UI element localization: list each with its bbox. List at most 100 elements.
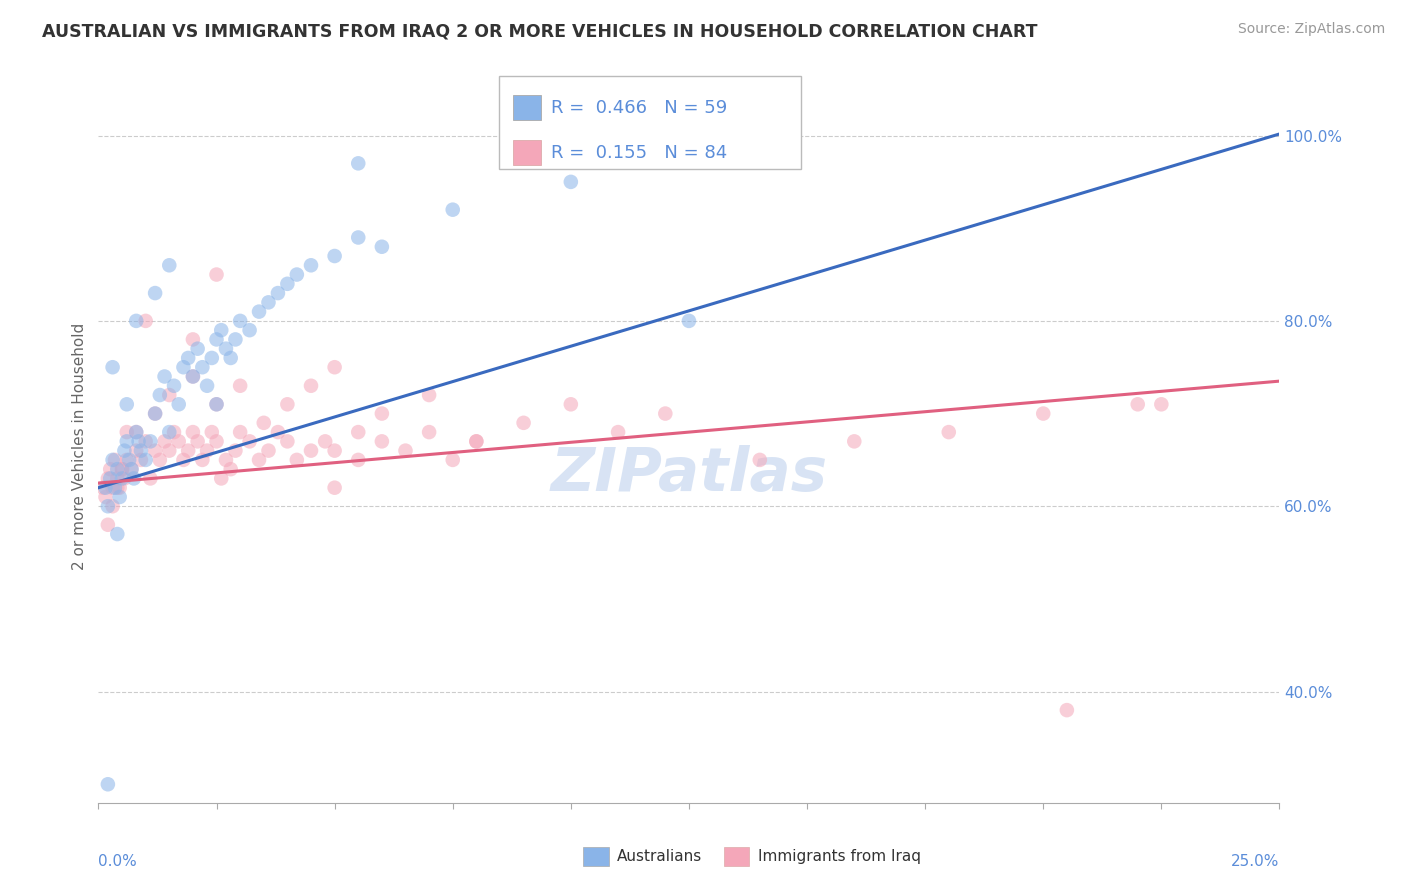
Point <box>94 490 117 504</box>
Point <box>163 378 186 392</box>
Point <box>125 425 148 439</box>
Point <box>512 416 534 430</box>
Point <box>143 407 166 421</box>
Text: R =  0.155   N = 84: R = 0.155 N = 84 <box>551 144 727 161</box>
Point <box>371 407 394 421</box>
Point <box>112 443 135 458</box>
Point <box>219 351 242 365</box>
Point <box>167 397 190 411</box>
Point <box>201 425 224 439</box>
Point <box>191 453 214 467</box>
Point <box>239 323 262 337</box>
Point <box>149 453 172 467</box>
Point <box>323 360 346 375</box>
Text: Australians: Australians <box>617 849 703 863</box>
Point <box>465 434 488 449</box>
Point <box>111 462 134 476</box>
Point <box>441 202 464 217</box>
Point <box>347 453 370 467</box>
Point <box>115 397 138 411</box>
Point <box>285 268 308 282</box>
Point <box>97 517 120 532</box>
Point <box>201 351 224 365</box>
Point <box>122 471 145 485</box>
Point <box>276 277 298 291</box>
Point <box>247 453 270 467</box>
Point <box>418 388 440 402</box>
Point <box>215 342 238 356</box>
Point <box>111 462 134 476</box>
Point <box>157 443 180 458</box>
Point <box>105 471 128 485</box>
Point <box>153 434 176 449</box>
Point <box>157 388 180 402</box>
Point <box>299 443 322 458</box>
Point <box>157 258 180 272</box>
Point <box>115 434 138 449</box>
Point <box>135 314 157 328</box>
Point <box>108 490 131 504</box>
Point <box>115 453 138 467</box>
Y-axis label: 2 or more Vehicles in Household: 2 or more Vehicles in Household <box>72 322 87 570</box>
Point <box>177 443 200 458</box>
Point <box>101 481 124 495</box>
Point <box>229 378 252 392</box>
Text: AUSTRALIAN VS IMMIGRANTS FROM IRAQ 2 OR MORE VEHICLES IN HOUSEHOLD CORRELATION C: AUSTRALIAN VS IMMIGRANTS FROM IRAQ 2 OR … <box>42 22 1038 40</box>
Point <box>104 481 127 495</box>
Point <box>187 434 209 449</box>
Point <box>105 462 128 476</box>
Point <box>257 443 280 458</box>
Point <box>253 416 276 430</box>
Point <box>219 462 242 476</box>
Point <box>98 462 121 476</box>
Point <box>143 286 166 301</box>
Point <box>135 434 157 449</box>
Text: Source: ZipAtlas.com: Source: ZipAtlas.com <box>1237 22 1385 37</box>
Point <box>98 471 121 485</box>
Point <box>118 453 141 467</box>
Point <box>172 453 194 467</box>
Point <box>276 397 298 411</box>
Point <box>229 425 252 439</box>
Point <box>938 425 960 439</box>
Point <box>224 333 246 347</box>
Point <box>104 453 127 467</box>
Point <box>149 388 172 402</box>
Point <box>1056 703 1078 717</box>
Text: Immigrants from Iraq: Immigrants from Iraq <box>758 849 921 863</box>
Point <box>371 434 394 449</box>
Point <box>97 777 120 791</box>
Point <box>121 462 143 476</box>
Point <box>560 175 582 189</box>
Point <box>195 378 218 392</box>
Point <box>163 425 186 439</box>
Point <box>748 453 770 467</box>
Point <box>678 314 700 328</box>
Point <box>347 156 370 170</box>
Point <box>181 333 204 347</box>
Point <box>101 453 124 467</box>
Point <box>205 397 228 411</box>
Point <box>108 481 131 495</box>
Point <box>1150 397 1173 411</box>
Point <box>247 304 270 318</box>
Point <box>195 443 218 458</box>
Point <box>125 443 148 458</box>
Text: R =  0.466   N = 59: R = 0.466 N = 59 <box>551 99 727 117</box>
Point <box>205 268 228 282</box>
Point <box>560 397 582 411</box>
Point <box>299 258 322 272</box>
Point <box>177 351 200 365</box>
Point <box>257 295 280 310</box>
Point <box>323 249 346 263</box>
Point <box>94 481 117 495</box>
Point <box>191 360 214 375</box>
Point <box>157 425 180 439</box>
Point <box>1126 397 1149 411</box>
Point <box>125 425 148 439</box>
Point <box>112 471 135 485</box>
Point <box>276 434 298 449</box>
Point <box>229 314 252 328</box>
Point <box>181 369 204 384</box>
Text: ZIPatlas: ZIPatlas <box>550 445 828 504</box>
